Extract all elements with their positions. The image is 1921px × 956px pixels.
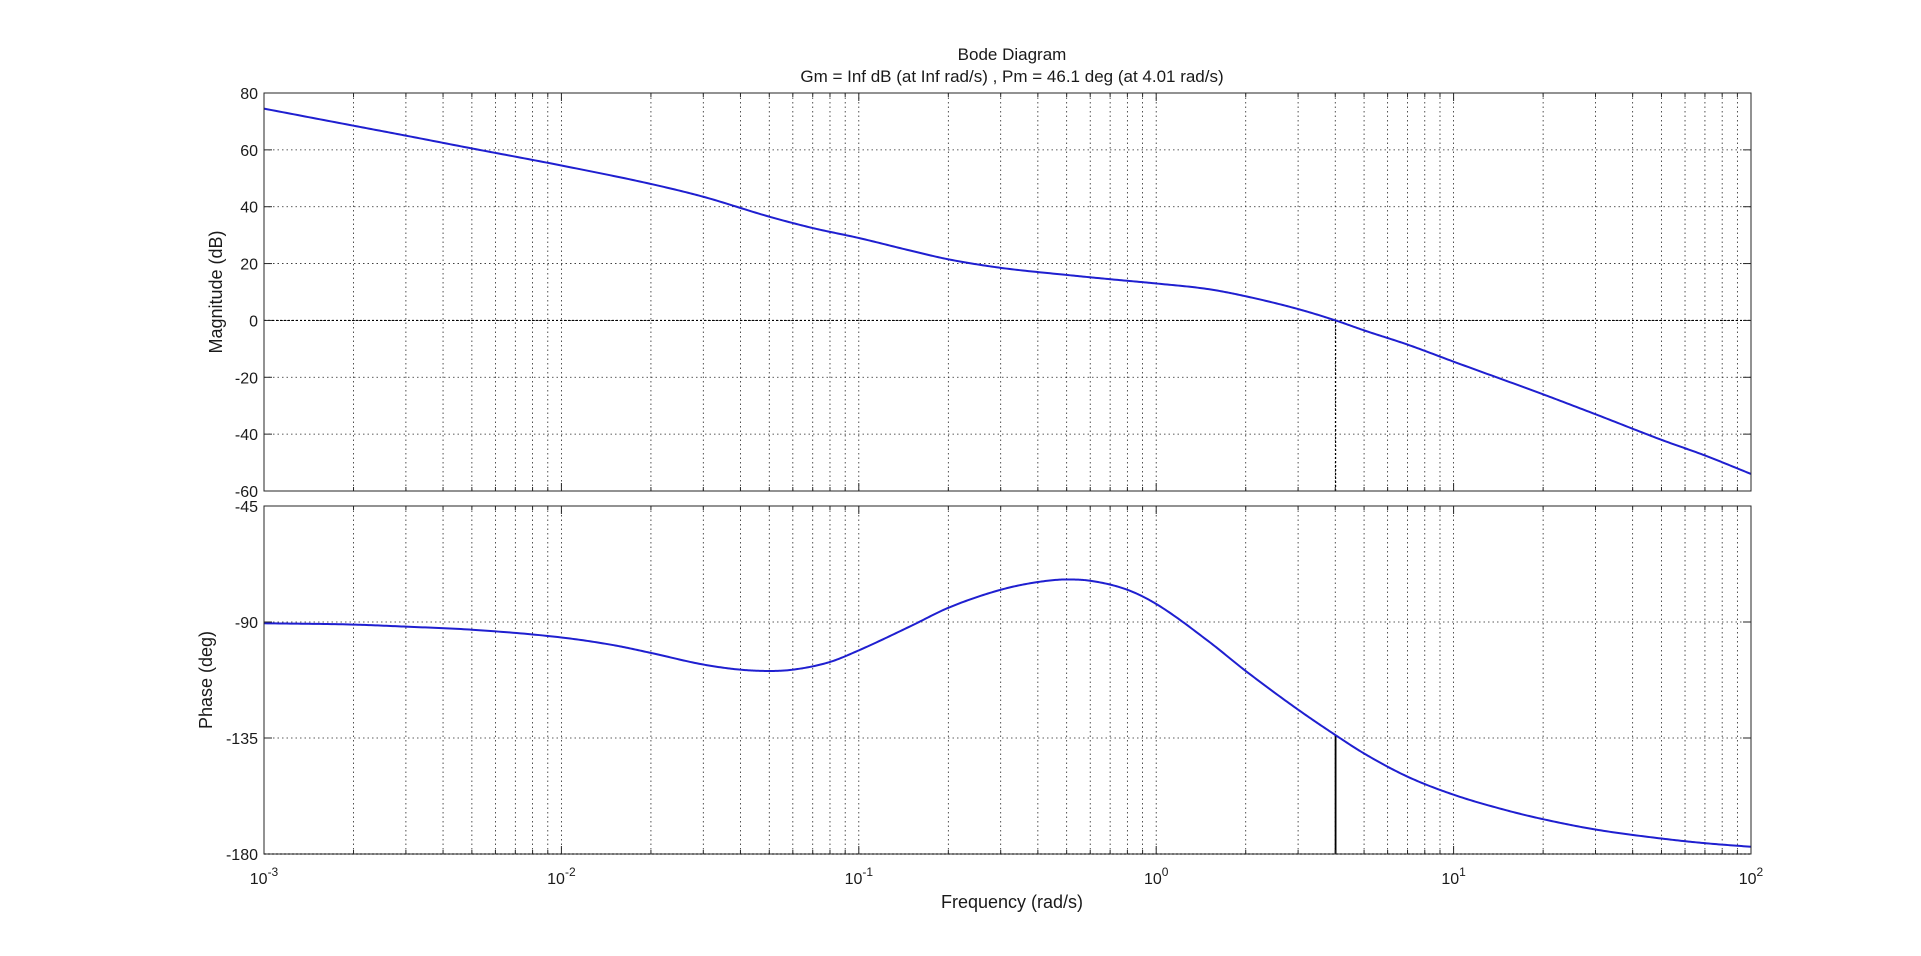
x-tick-label-base: 10 <box>1739 871 1757 888</box>
x-tick-label-base: 10 <box>547 871 565 888</box>
frequency-x-axis-label: Frequency (rad/s) <box>941 892 1083 912</box>
x-tick-label-base: 10 <box>845 871 863 888</box>
y-tick-label-3: -180 <box>226 847 258 864</box>
x-tick-label-exponent: -1 <box>862 865 873 879</box>
x-tick-label-exponent: -2 <box>565 865 576 879</box>
x-tick-label-1: 10-2 <box>547 865 576 888</box>
y-tick-label-4: 0 <box>249 313 258 330</box>
phase-axes-frame <box>263 505 1752 855</box>
magnitude-axes-frame <box>263 92 1752 492</box>
x-tick-label-exponent: 2 <box>1757 865 1764 879</box>
y-tick-label-0: -45 <box>235 499 258 516</box>
magnitude-curve <box>263 107 1752 475</box>
y-tick-label-2: 40 <box>240 200 258 217</box>
magnitude-tick-marks <box>264 92 1751 492</box>
y-tick-label-7: -60 <box>235 484 258 501</box>
frequency-x-tick-labels: 10-3 10-2 10-1 100 101 102 <box>250 865 1764 888</box>
phase-tick-marks <box>264 505 1751 855</box>
phase-grid <box>264 506 1751 854</box>
x-tick-label-5: 102 <box>1739 865 1764 888</box>
phase-y-tick-labels: -45 -90 -135 -180 <box>226 499 258 864</box>
x-tick-label-4: 101 <box>1441 865 1466 888</box>
x-tick-label-base: 10 <box>250 871 268 888</box>
y-tick-label-6: -40 <box>235 427 258 444</box>
y-tick-label-1: 60 <box>240 143 258 160</box>
phase-reference-lines <box>264 735 1751 855</box>
phase-axes: -45-90-135-180 10-3 10-2 10-1 100 101 102 Pha… <box>196 499 1764 912</box>
phase-curve <box>263 578 1752 848</box>
y-tick-label-5: -20 <box>235 370 258 387</box>
x-tick-label-3: 100 <box>1144 865 1169 888</box>
y-tick-label-3: 20 <box>240 257 258 274</box>
phase-y-axis-label: Phase (deg) <box>196 631 216 729</box>
magnitude-y-tick-labels: 80 60 40 20 0 -20 -40 -60 <box>235 86 258 501</box>
chart-title: Bode Diagram <box>958 45 1067 64</box>
x-tick-label-exponent: -3 <box>268 865 279 879</box>
x-tick-label-exponent: 0 <box>1162 865 1169 879</box>
x-tick-label-2: 10-1 <box>845 865 874 888</box>
y-tick-label-2: -135 <box>226 731 258 748</box>
magnitude-grid <box>264 93 1751 491</box>
magnitude-reference-lines <box>264 319 1751 491</box>
x-tick-label-0: 10-3 <box>250 865 279 888</box>
magnitude-axes: 80 60 40 20 0 -20 -40 -60 Magnitude (dB) <box>206 86 1752 501</box>
x-tick-label-base: 10 <box>1441 871 1459 888</box>
y-tick-label-0: 80 <box>240 86 258 103</box>
magnitude-y-axis-label: Magnitude (dB) <box>206 230 226 353</box>
x-tick-label-exponent: 1 <box>1459 865 1466 879</box>
x-tick-label-base: 10 <box>1144 871 1162 888</box>
chart-subtitle: Gm = Inf dB (at Inf rad/s) , Pm = 46.1 d… <box>800 67 1223 86</box>
y-tick-label-1: -90 <box>235 615 258 632</box>
